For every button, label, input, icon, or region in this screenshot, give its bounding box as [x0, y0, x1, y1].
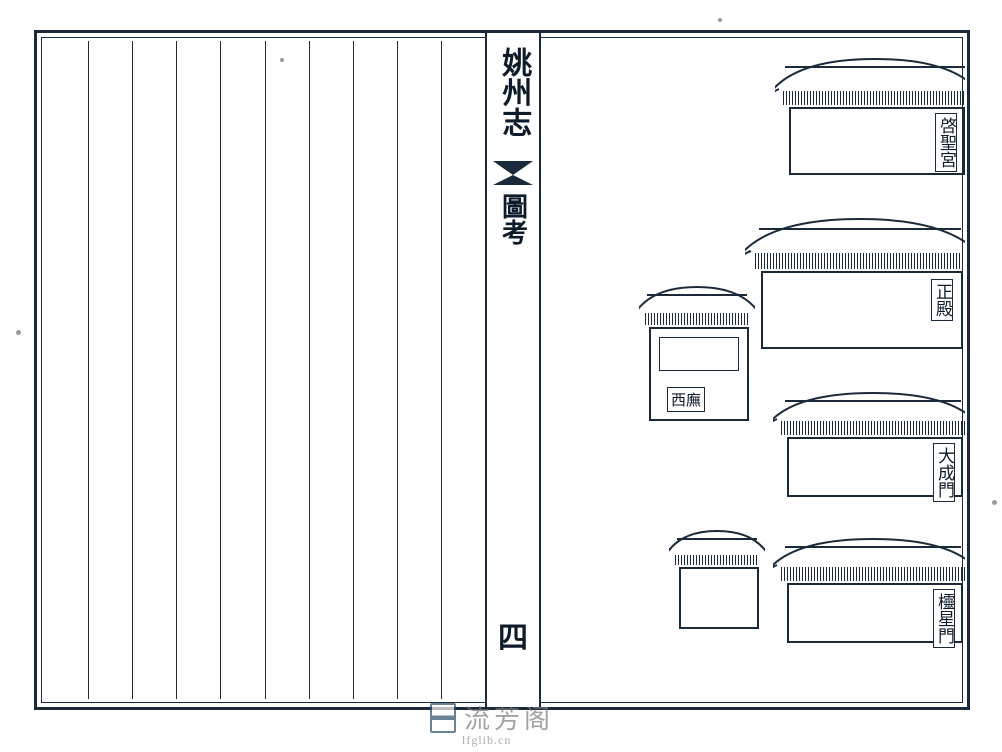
- watermark-book-icon: [430, 703, 456, 733]
- roof-hatch: [781, 421, 965, 435]
- rule-col: [132, 41, 176, 699]
- building-body: [787, 437, 963, 497]
- building-label: 啓聖宮: [935, 113, 957, 172]
- building-body: [761, 271, 963, 349]
- building-small-pavilion: [669, 527, 765, 637]
- roof-icon: [669, 527, 765, 571]
- roof-icon: [775, 53, 965, 111]
- spine-page-number: 四: [498, 613, 528, 657]
- rule-col: [176, 41, 220, 699]
- roof-hatch: [783, 91, 965, 105]
- building-body: [787, 583, 963, 643]
- building-body: [679, 567, 759, 629]
- watermark-url: lfglib.cn: [462, 733, 511, 748]
- building-side-hall: 西廡: [639, 281, 755, 429]
- rule-col: [220, 41, 264, 699]
- building-body: [789, 107, 965, 175]
- building-label: 正殿: [931, 279, 953, 321]
- roof-icon: [773, 533, 965, 587]
- rule-col: [265, 41, 309, 699]
- roof-hatch: [781, 567, 965, 581]
- rule-col: [45, 41, 88, 699]
- paper-speck: [16, 330, 21, 335]
- paper-speck: [992, 500, 997, 505]
- roof-hatch: [755, 253, 965, 269]
- building-body: [649, 327, 749, 421]
- building-zheng-dian: 正殿: [745, 213, 965, 359]
- building-label: 大成門: [933, 443, 955, 502]
- paper-speck: [718, 18, 722, 22]
- rule-col: [441, 41, 485, 699]
- spine-subtitle: 圖考: [495, 193, 532, 245]
- building-dacheng-men: 大成門: [773, 387, 965, 507]
- rule-col: [353, 41, 397, 699]
- roof-icon: [773, 387, 965, 441]
- rule-col: [88, 41, 132, 699]
- roof-icon: [639, 281, 755, 331]
- architecture-diagram: 啓聖宮 正殿 西廡: [543, 41, 965, 699]
- paper-speck: [280, 58, 284, 62]
- spine-column: 姚州志 圖考 四: [485, 33, 541, 707]
- page-frame: 姚州志 圖考 四 啓聖宮 正殿: [34, 30, 970, 710]
- building-label: 欞星門: [933, 589, 955, 648]
- building-lingxing-men: 欞星門: [773, 533, 965, 653]
- building-qisheng-gong: 啓聖宮: [775, 53, 965, 183]
- fishtail-mark-icon: [491, 159, 535, 187]
- roof-hatch: [645, 313, 749, 325]
- ruled-columns: [45, 41, 485, 699]
- building-label: 西廡: [667, 387, 705, 412]
- rule-col: [397, 41, 441, 699]
- rule-col: [309, 41, 353, 699]
- spine-title: 姚州志: [496, 47, 531, 137]
- roof-icon: [745, 213, 965, 275]
- roof-hatch: [675, 555, 759, 565]
